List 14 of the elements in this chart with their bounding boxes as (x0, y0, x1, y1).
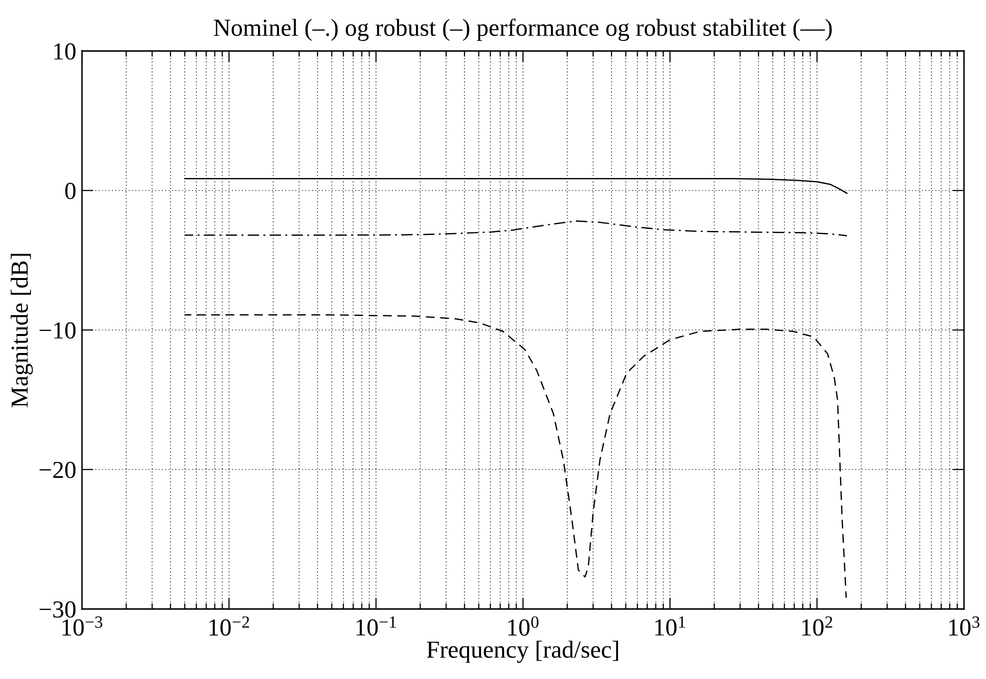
y-axis-title: Magnitude [dB] (10, 254, 33, 408)
x-tick-label: 10$^{0}$ (508, 616, 538, 636)
y-tick-label: −10 (40, 322, 76, 339)
x-tick-label: 10$^{−1}$ (356, 616, 396, 636)
x-tick-label: 10$^{2}$ (802, 616, 832, 636)
y-tick-label: −20 (40, 462, 76, 478)
x-axis-title: Frequency [rad/sec] (426, 640, 618, 663)
x-tick-label: 10$^{−2}$ (210, 616, 250, 636)
y-tick-label: 10 (54, 43, 76, 60)
x-tick-label: 10$^{3}$ (949, 616, 980, 636)
y-tick-label: −30 (40, 601, 76, 618)
x-tick-label: 10$^{1}$ (655, 616, 686, 636)
y-tick-label: 0 (65, 182, 76, 200)
chart-title: Nominel (–.) og robust (–) performance og robust stabilitet (––) (214, 18, 832, 41)
